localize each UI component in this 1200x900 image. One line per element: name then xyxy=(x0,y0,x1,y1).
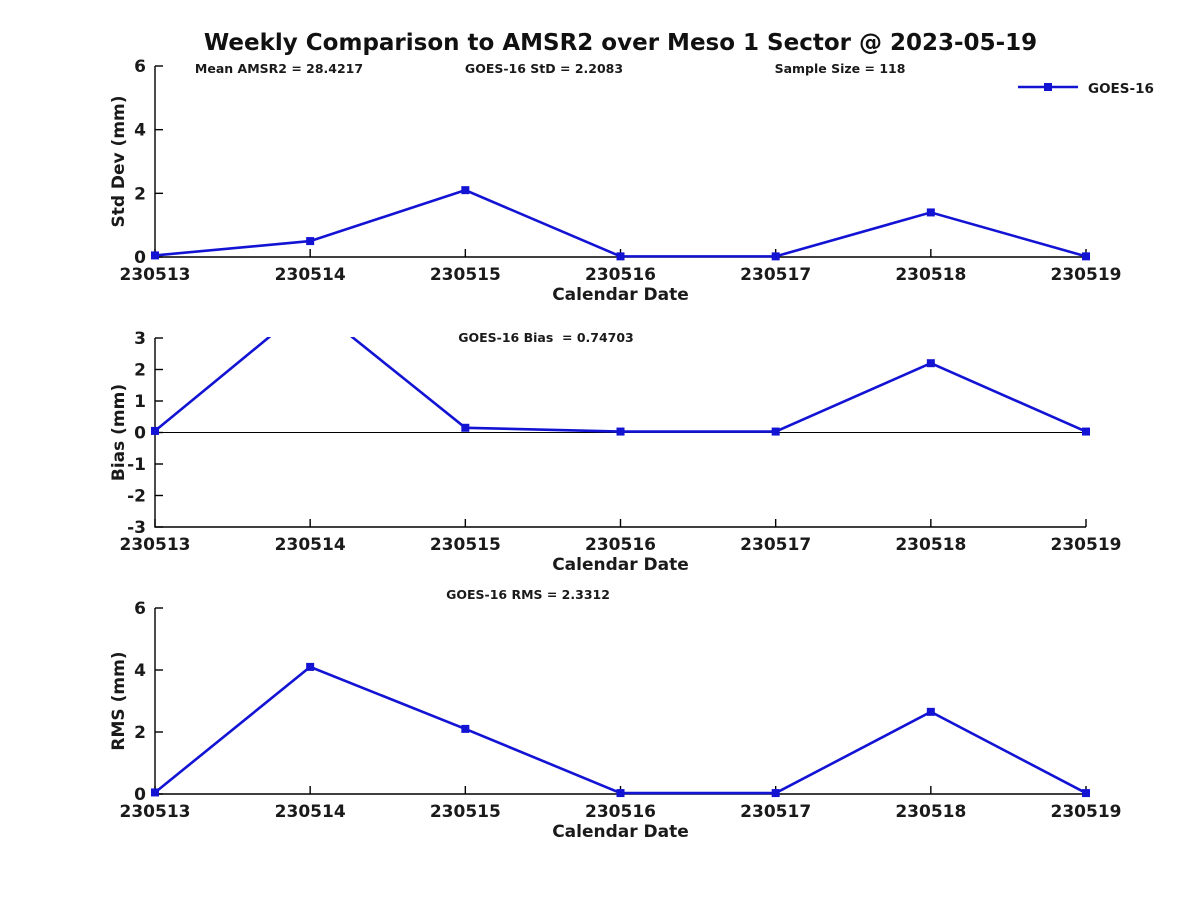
data-point-marker xyxy=(461,186,470,195)
y-tick-label: -2 xyxy=(127,487,146,507)
x-tick-label: 230514 xyxy=(275,265,346,285)
y-tick-label: 0 xyxy=(134,248,146,268)
y-tick-label: 6 xyxy=(134,57,146,77)
legend-glyph-canvas xyxy=(1018,83,1078,91)
stat-goes16-std: GOES-16 StD = 2.2083 xyxy=(464,61,624,76)
subplot-bias: -3 -2 -1 0 1 2 3 230513 230514 230515 230516 230517… xyxy=(109,329,1122,575)
legend-marker xyxy=(1044,83,1052,91)
data-point-marker xyxy=(771,252,780,261)
axis-lines xyxy=(154,608,1086,795)
data-point-marker xyxy=(926,359,935,368)
subplot-rms: 0 2 4 6 230513 230514 230515 230516 230517 230518… xyxy=(109,599,1121,842)
data-point-marker xyxy=(1082,252,1090,261)
data-point-marker xyxy=(616,252,625,261)
y-tick-label: -1 xyxy=(127,455,146,475)
x-tick-label: 230514 xyxy=(275,535,346,555)
x-axis-label: Calendar Date xyxy=(552,555,689,575)
data-point-marker xyxy=(461,423,470,432)
data-point-marker xyxy=(616,427,625,436)
x-tick-label: 230515 xyxy=(430,535,501,555)
x-tick-label: 230516 xyxy=(585,535,656,555)
data-point-marker xyxy=(771,789,780,798)
data-point-marker xyxy=(771,427,780,436)
y-tick-label: 0 xyxy=(134,424,146,444)
stat-mean-amsr2: Mean AMSR2 = 28.4217 xyxy=(194,61,364,76)
data-point-marker xyxy=(306,662,315,671)
x-tick-label: 230516 xyxy=(585,802,656,822)
y-tick-label: 2 xyxy=(134,361,146,381)
subplot-std_dev: 0 2 4 6 230513 230514 230515 230516 230517 230518… xyxy=(109,57,1121,305)
x-axis-label: Calendar Date xyxy=(552,822,689,842)
x-tick-label: 230517 xyxy=(740,265,811,285)
x-tick-label: 230513 xyxy=(120,802,191,822)
x-tick-label: 230514 xyxy=(275,802,346,822)
y-tick-label: 4 xyxy=(134,121,146,141)
data-point-marker xyxy=(1082,427,1090,436)
y-axis-label: Std Dev (mm) xyxy=(109,95,129,227)
data-point-marker xyxy=(151,788,159,797)
series-line-goes-16 xyxy=(154,337,1087,433)
stat-goes16-rms: GOES-16 RMS = 2.3312 xyxy=(446,587,610,602)
x-tick-label: 230518 xyxy=(895,265,966,285)
x-tick-label: 230517 xyxy=(740,802,811,822)
y-tick-label: 0 xyxy=(134,785,146,805)
stat-goes16-bias: GOES-16 Bias = 0.74703 xyxy=(458,330,634,345)
y-axis-label: Bias (mm) xyxy=(109,384,129,481)
stat-sample-size: Sample Size = 118 xyxy=(774,61,906,76)
y-tick-label: 1 xyxy=(134,392,146,412)
x-tick-label: 230519 xyxy=(1051,535,1122,555)
x-tick-label: 230516 xyxy=(585,265,656,285)
legend: GOES-16 xyxy=(1017,80,1154,98)
data-point-marker xyxy=(306,237,315,246)
data-point-marker xyxy=(926,707,935,716)
y-tick-label: 3 xyxy=(134,329,146,349)
x-tick-label: 230515 xyxy=(430,265,501,285)
x-tick-label: 230518 xyxy=(895,535,966,555)
x-tick-label: 230517 xyxy=(740,535,811,555)
y-tick-label: 2 xyxy=(134,184,146,204)
data-point-marker xyxy=(461,724,470,733)
x-tick-label: 230513 xyxy=(120,265,191,285)
chart-title: Weekly Comparison to AMSR2 over Meso 1 S… xyxy=(203,30,1038,56)
x-tick-label: 230513 xyxy=(120,535,191,555)
y-tick-label: 6 xyxy=(134,599,146,619)
x-tick-label: 230518 xyxy=(895,802,966,822)
data-point-marker xyxy=(151,426,159,435)
data-point-marker xyxy=(151,251,159,260)
data-point-marker xyxy=(1082,789,1090,798)
data-point-marker xyxy=(926,208,935,217)
axis-lines xyxy=(154,66,1086,258)
y-tick-label: 2 xyxy=(134,723,146,743)
data-point-marker xyxy=(616,789,625,798)
series-line-goes-16 xyxy=(154,188,1087,258)
x-axis-label: Calendar Date xyxy=(552,285,689,305)
legend-label: GOES-16 xyxy=(1088,81,1154,97)
y-tick-label: 4 xyxy=(134,661,146,681)
x-tick-label: 230519 xyxy=(1051,265,1122,285)
x-tick-label: 230515 xyxy=(430,802,501,822)
y-tick-label: -3 xyxy=(127,518,146,538)
legend-line-marker-icon xyxy=(1017,80,1079,98)
x-tick-label: 230519 xyxy=(1051,802,1122,822)
y-axis-label: RMS (mm) xyxy=(109,651,129,750)
series-line-goes-16 xyxy=(154,665,1087,795)
